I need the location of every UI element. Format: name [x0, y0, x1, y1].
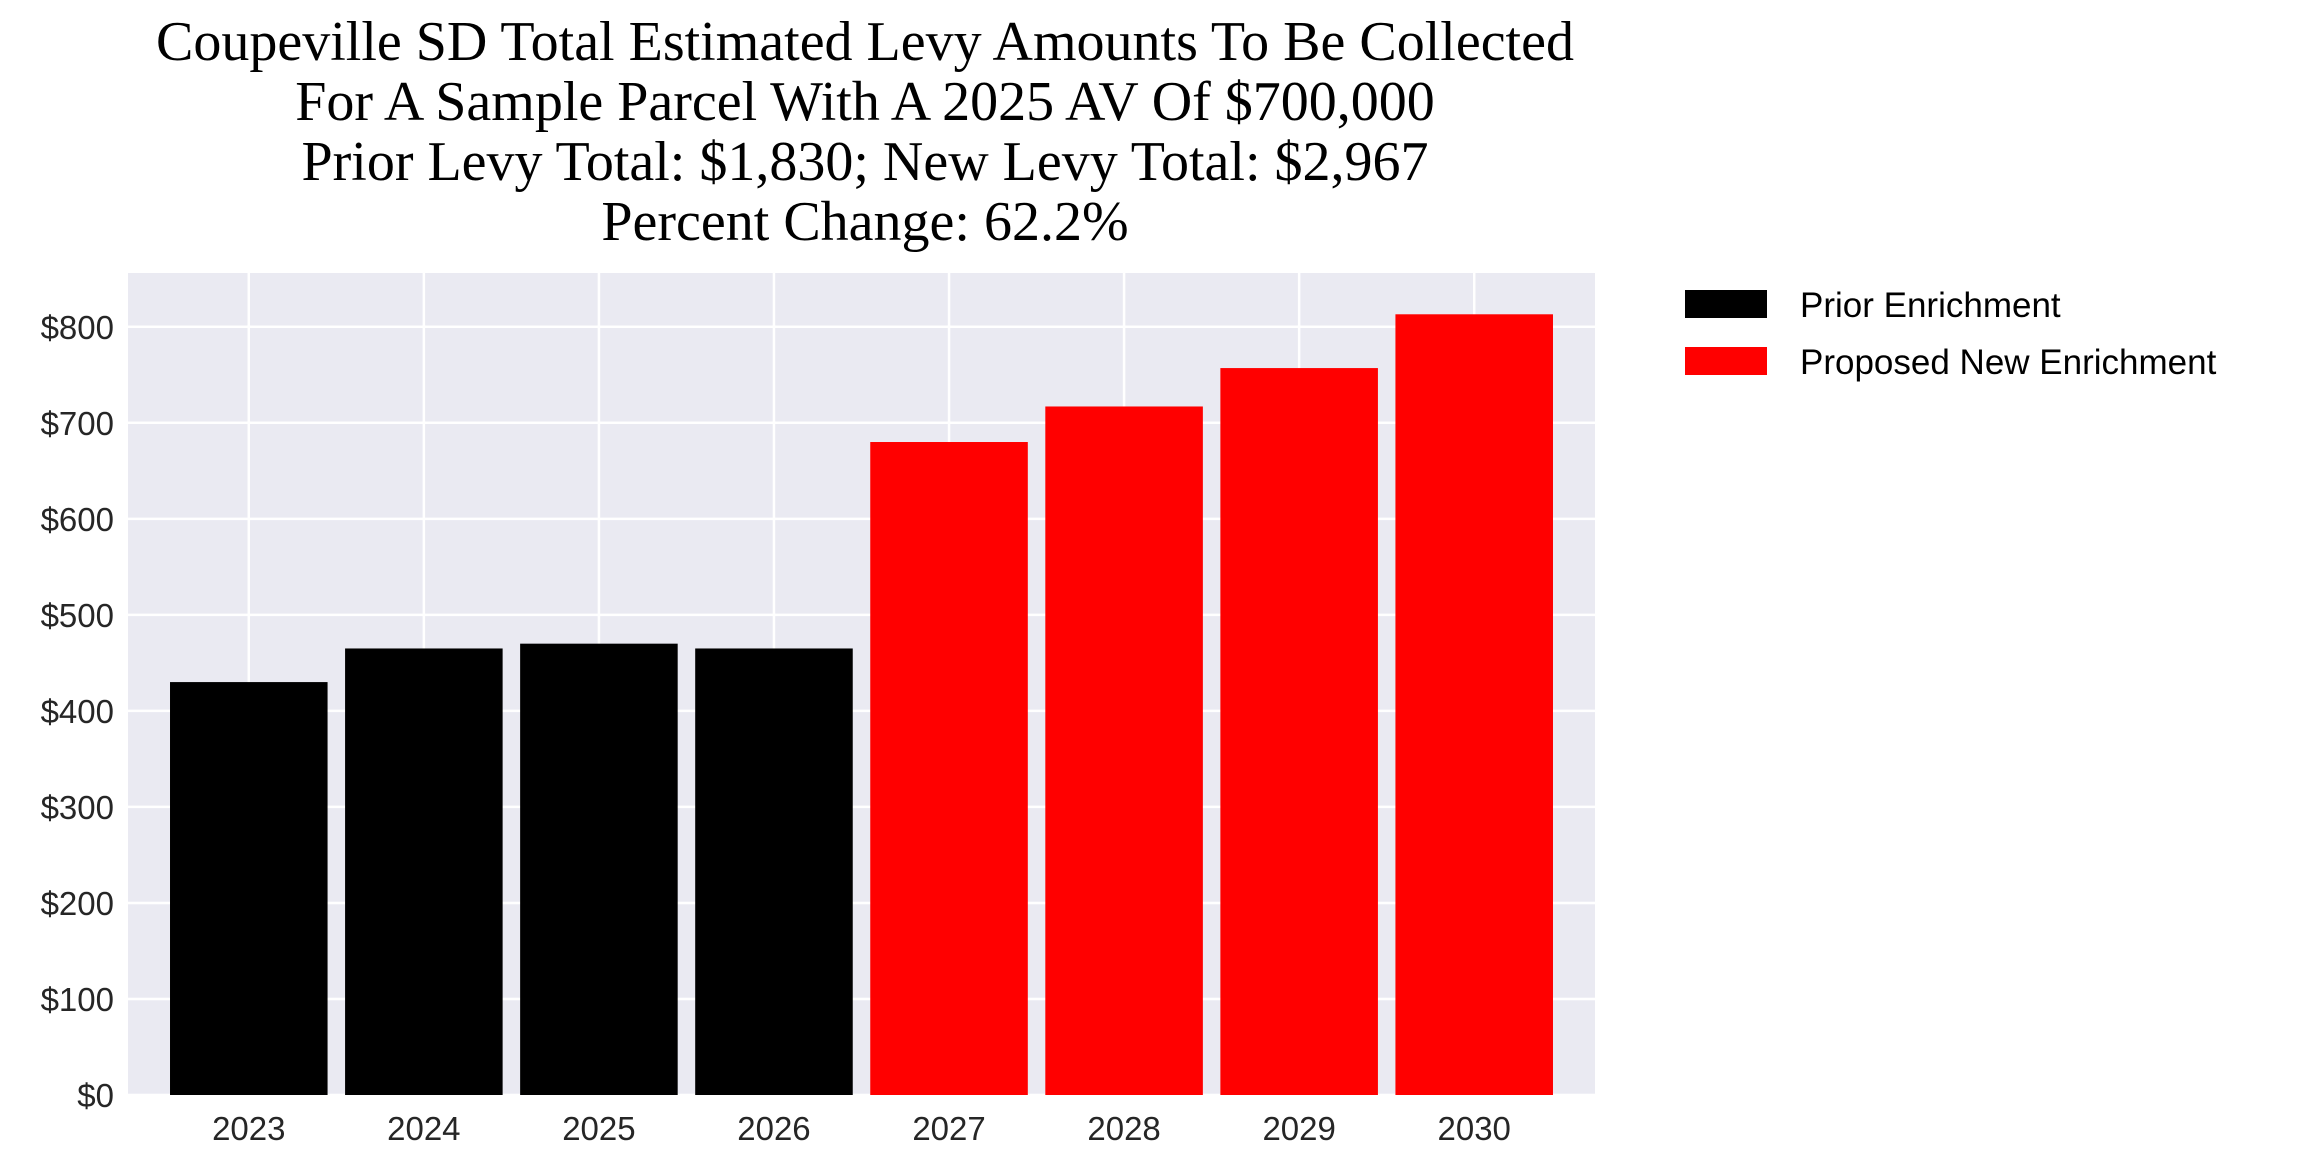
- bar-2030: [1395, 314, 1553, 1095]
- chart-title: Coupeville SD Total Estimated Levy Amoun…: [0, 12, 1730, 252]
- title-line-4: Percent Change: 62.2%: [601, 191, 1129, 253]
- legend-label: Proposed New Enrichment: [1800, 343, 2217, 382]
- bar-2024: [345, 648, 503, 1095]
- legend-label: Prior Enrichment: [1800, 286, 2061, 325]
- x-tick-label: 2023: [212, 1110, 285, 1147]
- title-line-1: Coupeville SD Total Estimated Levy Amoun…: [156, 11, 1574, 73]
- bar-2026: [695, 648, 853, 1095]
- x-tick-label: 2029: [1262, 1110, 1335, 1147]
- bar-2023: [170, 682, 328, 1095]
- title-line-3: Prior Levy Total: $1,830; New Levy Total…: [301, 131, 1429, 193]
- bar-2028: [1045, 406, 1203, 1095]
- y-tick-label: $700: [41, 405, 114, 442]
- legend-swatch: [1685, 347, 1767, 375]
- x-tick-label: 2024: [387, 1110, 460, 1147]
- bar-2025: [520, 643, 678, 1095]
- bar-2029: [1220, 368, 1378, 1095]
- x-tick-label: 2026: [737, 1110, 810, 1147]
- x-tick-label: 2030: [1437, 1110, 1510, 1147]
- bar-2027: [870, 442, 1028, 1095]
- y-tick-label: $200: [41, 885, 114, 922]
- y-tick-label: $300: [41, 789, 114, 826]
- title-line-2: For A Sample Parcel With A 2025 AV Of $7…: [295, 71, 1435, 133]
- y-tick-label: $100: [41, 981, 114, 1018]
- legend-swatch: [1685, 290, 1767, 318]
- y-tick-label: $600: [41, 501, 114, 538]
- x-tick-label: 2027: [912, 1110, 985, 1147]
- x-tick-label: 2025: [562, 1110, 635, 1147]
- y-tick-label: $500: [41, 597, 114, 634]
- y-tick-label: $0: [77, 1077, 114, 1114]
- y-tick-label: $800: [41, 309, 114, 346]
- y-tick-label: $400: [41, 693, 114, 730]
- x-tick-label: 2028: [1087, 1110, 1160, 1147]
